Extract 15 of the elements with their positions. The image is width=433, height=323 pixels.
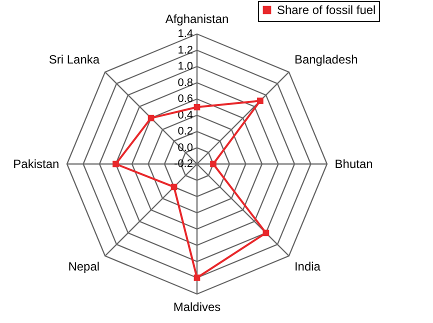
y-tick-label: 1.4 xyxy=(178,28,193,40)
y-tick-label: 1.2 xyxy=(178,44,193,56)
spoke-label: Bhutan xyxy=(334,157,373,171)
spoke-label: Pakistan xyxy=(13,157,60,171)
spoke-label: Sri Lanka xyxy=(48,52,100,67)
spoke-label: India xyxy=(294,259,321,274)
y-tick-label: 0.6 xyxy=(178,93,193,105)
y-tick-label: 0.2 xyxy=(178,126,193,138)
legend-label: Share of fossil fuel xyxy=(277,3,376,17)
spoke-label: Afghanistan xyxy=(165,12,229,26)
spoke-label: Nepal xyxy=(68,259,100,274)
spoke-label: Maldives xyxy=(173,300,221,314)
spoke-label: Bangladesh xyxy=(294,52,358,67)
y-tick-label: 0.8 xyxy=(178,76,193,89)
y-tick-label: 1.0 xyxy=(178,60,193,72)
